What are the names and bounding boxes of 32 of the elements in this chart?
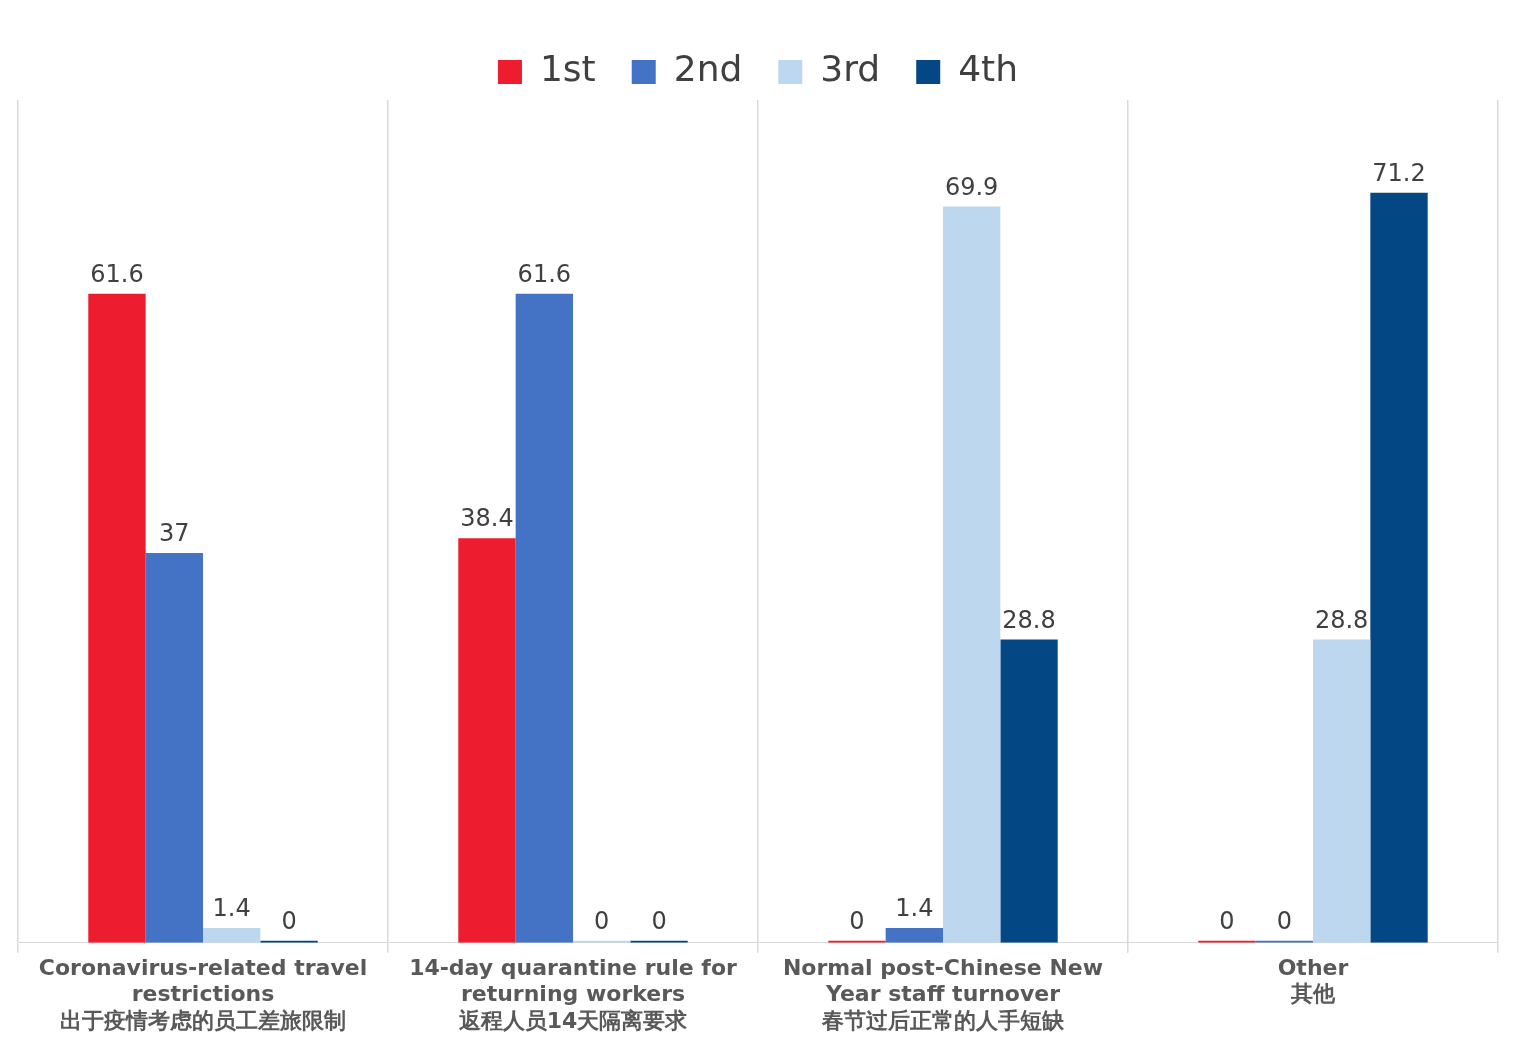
bar xyxy=(1000,639,1058,943)
data-label: 61.6 xyxy=(517,260,572,289)
x-tick-label: Other 其他 xyxy=(1277,954,1349,1007)
x-tick-label: Normal post-Chinese New Year staff turnover 春节过后正常的人手短缺 xyxy=(782,954,1104,1033)
legend-label: 4th xyxy=(958,48,1019,90)
data-label: 37 xyxy=(159,519,190,548)
data-label: 1.4 xyxy=(212,894,251,923)
data-label: 28.8 xyxy=(1002,605,1056,634)
data-label: 0 xyxy=(1219,907,1235,936)
x-tick-label: Coronavirus-related travel restrictions 出于疫情考虑的员工差旅限制 xyxy=(38,954,368,1033)
data-label: 0 xyxy=(594,907,610,936)
data-label: 1.4 xyxy=(895,894,934,923)
bar xyxy=(1370,192,1428,943)
legend-label: 3rd xyxy=(820,48,881,90)
legend-label: 1st xyxy=(539,48,596,90)
data-label: 0 xyxy=(849,907,865,936)
bar xyxy=(145,553,203,943)
bar xyxy=(1313,639,1371,943)
data-label: 38.4 xyxy=(460,504,514,533)
data-label: 0 xyxy=(281,907,297,936)
data-label: 0 xyxy=(651,907,667,936)
data-label: 28.8 xyxy=(1314,605,1369,634)
bar xyxy=(515,293,573,943)
legend-label: 2nd xyxy=(673,48,743,90)
data-label: 61.6 xyxy=(90,260,144,289)
data-label: 71.2 xyxy=(1372,158,1426,187)
bar xyxy=(88,293,146,943)
data-label: 0 xyxy=(1276,907,1292,936)
bar xyxy=(458,538,516,943)
bar xyxy=(943,206,1001,943)
data-label: 69.9 xyxy=(944,172,999,201)
x-tick-label: 14-day quarantine rule for returning workers 返程人员14天隔离要求 xyxy=(409,954,738,1033)
